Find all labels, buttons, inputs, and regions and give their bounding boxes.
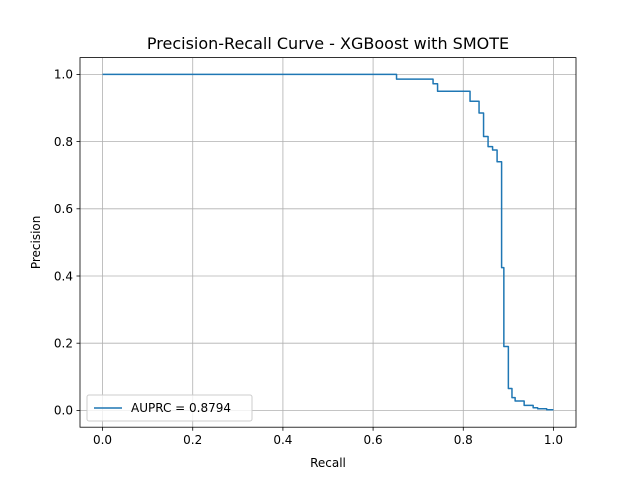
chart-title: Precision-Recall Curve - XGBoost with SM… — [147, 34, 509, 53]
legend: AUPRC = 0.8794 — [86, 394, 253, 422]
series-layer — [102, 73, 554, 411]
pr-curve-line — [102, 73, 554, 411]
x-tick-label: 0.6 — [364, 433, 383, 447]
x-axis-ticks: 0.0 0.2 0.4 0.6 0.8 1.0 — [93, 427, 563, 447]
y-tick-label: 0.2 — [54, 337, 73, 351]
legend-box — [86, 394, 253, 422]
y-axis-label: Precision — [29, 216, 43, 270]
x-tick-label: 0.4 — [273, 433, 292, 447]
y-tick-label: 0.0 — [54, 404, 73, 418]
x-tick-label: 0.0 — [93, 433, 112, 447]
y-tick-label: 0.6 — [54, 202, 73, 216]
x-tick-label: 1.0 — [544, 433, 563, 447]
x-tick-label: 0.8 — [454, 433, 473, 447]
y-axis-ticks: 0.0 0.2 0.4 0.6 0.8 1.0 — [54, 68, 80, 418]
y-tick-label: 1.0 — [54, 68, 73, 82]
legend-label: AUPRC = 0.8794 — [131, 401, 231, 415]
x-tick-label: 0.2 — [183, 433, 202, 447]
y-tick-label: 0.8 — [54, 135, 73, 149]
plot-frame — [79, 57, 577, 428]
y-tick-label: 0.4 — [54, 269, 73, 283]
x-axis-label: Recall — [310, 456, 346, 470]
grid — [80, 57, 576, 428]
